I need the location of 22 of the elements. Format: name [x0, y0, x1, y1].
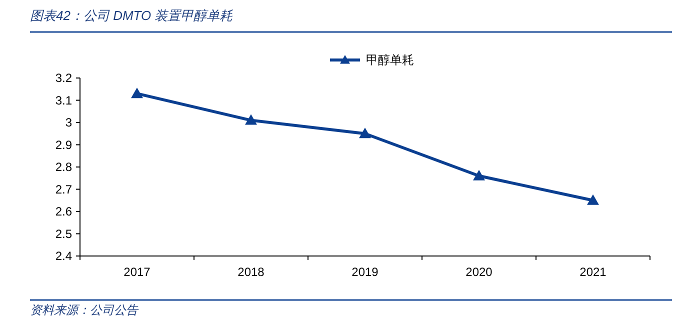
point — [587, 194, 599, 205]
y-tick-label: 2.5 — [55, 226, 72, 241]
y-tick-label: 3.1 — [55, 93, 72, 108]
legend-label: 甲醇单耗 — [366, 53, 414, 67]
point — [131, 88, 143, 98]
x-tick-label: 2019 — [352, 265, 379, 279]
y-tick-label: 2.8 — [55, 160, 72, 174]
y-tick-label: 2.4 — [55, 249, 72, 263]
x-tick-label: 2020 — [466, 265, 493, 279]
x-tick-label: 2021 — [580, 265, 607, 279]
y-tick-label: 2.6 — [55, 204, 72, 218]
y-tick-label: 2.9 — [55, 138, 72, 152]
x-tick-label: 2018 — [238, 265, 265, 279]
text: 资料来源：公司公告 — [30, 303, 139, 317]
point — [473, 170, 485, 180]
x-tick-label: 2017 — [124, 265, 151, 279]
y-tick-label: 3 — [65, 116, 72, 130]
y-tick-label: 3.2 — [55, 71, 72, 85]
chart-title: 图表42：公司 DMTO 装置甲醇单耗 — [30, 8, 234, 23]
point — [359, 128, 371, 138]
y-tick-label: 2.7 — [55, 182, 72, 196]
point — [245, 114, 257, 125]
